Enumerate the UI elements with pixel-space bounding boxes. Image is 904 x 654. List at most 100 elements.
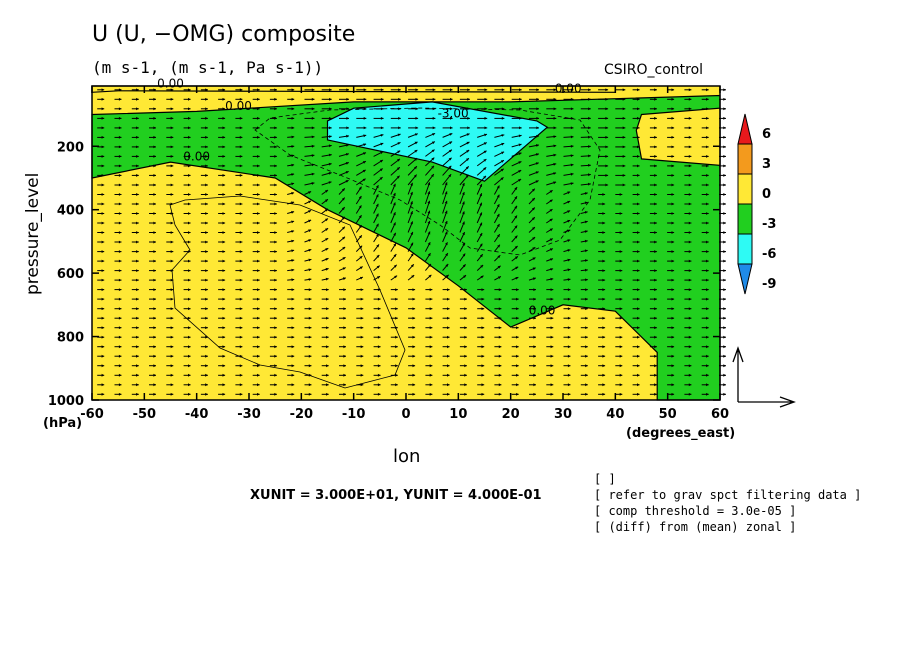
wind-vector-head xyxy=(342,226,345,230)
wind-vector-head xyxy=(239,345,243,349)
wind-vector-head xyxy=(343,354,346,358)
wind-vector-head xyxy=(688,116,692,120)
wind-vector-head xyxy=(291,88,295,92)
wind-vector-head xyxy=(464,383,467,387)
wind-vector-head xyxy=(308,191,312,194)
wind-vector-head xyxy=(188,145,191,149)
wind-vector-head xyxy=(605,155,609,158)
wind-vector-head xyxy=(222,212,226,215)
wind-vector-head xyxy=(325,267,329,271)
x-tick-label: -20 xyxy=(290,407,314,422)
wind-vector-head xyxy=(376,234,379,237)
x-tick-label: -10 xyxy=(342,407,366,422)
wind-vector-head xyxy=(274,193,277,196)
wind-vector-head xyxy=(688,107,692,111)
wind-vector-head xyxy=(205,259,208,263)
wind-vector-head xyxy=(723,288,726,292)
wind-vector-head xyxy=(671,202,675,206)
wind-vector-head xyxy=(308,268,312,272)
wind-vector-head xyxy=(533,307,536,311)
note-line: [ refer to grav spct filtering data ] xyxy=(594,488,862,502)
wind-vector-head xyxy=(410,242,413,246)
wind-vector-head xyxy=(602,307,606,311)
wind-vector-head xyxy=(101,221,105,225)
wind-vector-head xyxy=(567,229,571,233)
wind-vector-head xyxy=(257,116,260,120)
wind-vector-head xyxy=(274,297,277,301)
wind-vector-head xyxy=(343,335,346,339)
wind-vector-head xyxy=(688,354,692,358)
wind-vector-head xyxy=(343,345,346,349)
wind-vector-head xyxy=(363,107,367,111)
wind-vector-head xyxy=(274,174,277,177)
wind-vector-head xyxy=(412,392,416,396)
colorbar-segment xyxy=(737,113,753,145)
wind-vector-head xyxy=(688,145,692,149)
wind-vector-head xyxy=(153,231,156,234)
wind-vector-head xyxy=(343,307,346,311)
wind-vector-head xyxy=(706,240,709,244)
wind-vector-head xyxy=(501,116,505,120)
wind-vector-head xyxy=(359,235,362,239)
wind-vector-head xyxy=(377,354,381,358)
wind-vector-head xyxy=(118,145,122,149)
wind-vector-head xyxy=(358,186,362,190)
wind-vector-head xyxy=(188,231,191,234)
wind-vector-head xyxy=(222,164,226,168)
wind-vector-head xyxy=(153,164,156,168)
wind-vector-head xyxy=(308,354,312,358)
wind-vector-head xyxy=(622,164,626,168)
wind-vector-head xyxy=(498,345,502,349)
wind-vector-head xyxy=(291,135,295,139)
vector-field xyxy=(97,88,726,396)
wind-vector-head xyxy=(429,297,433,301)
wind-vector-head xyxy=(101,250,105,253)
wind-vector-head xyxy=(671,88,675,92)
wind-vector-head xyxy=(136,288,139,292)
wind-vector-head xyxy=(205,383,208,387)
wind-vector-head xyxy=(688,392,692,396)
wind-vector-head xyxy=(153,202,156,206)
wind-vector-head xyxy=(257,135,260,139)
wind-vector-head xyxy=(274,335,277,339)
wind-vector-head xyxy=(377,316,381,320)
wind-vector-head xyxy=(205,183,208,187)
wind-vector-head xyxy=(205,164,208,168)
note-line: [ comp threshold = 3.0e-05 ] xyxy=(594,504,797,518)
wind-vector-head xyxy=(377,326,381,330)
wind-vector-head xyxy=(654,326,657,330)
wind-vector-head xyxy=(153,383,156,387)
wind-vector-head xyxy=(136,250,139,253)
wind-vector-head xyxy=(380,88,384,92)
wind-vector-head xyxy=(153,174,156,177)
wind-vector-head xyxy=(326,364,329,368)
wind-vector-head xyxy=(602,392,606,396)
wind-vector-head xyxy=(429,307,433,311)
wind-vector-head xyxy=(654,269,657,272)
wind-vector-head xyxy=(497,244,500,248)
wind-vector-head xyxy=(654,288,657,292)
wind-vector-head xyxy=(462,211,465,215)
wind-vector-head xyxy=(153,145,156,149)
wind-vector-head xyxy=(118,231,122,234)
wind-vector-head xyxy=(431,174,434,178)
wind-vector-head xyxy=(222,183,226,187)
wind-vector-head xyxy=(170,202,174,206)
wind-vector-head xyxy=(671,278,675,282)
wind-vector-head xyxy=(449,141,453,145)
wind-vector-head xyxy=(363,143,367,147)
wind-vector-head xyxy=(101,354,105,358)
contour-label: 0.00 xyxy=(183,150,210,164)
wind-vector-head xyxy=(358,196,362,199)
wind-vector-head xyxy=(570,126,574,130)
wind-vector-head xyxy=(343,326,346,330)
wind-vector-head xyxy=(432,88,436,92)
wind-vector-head xyxy=(136,116,139,120)
wind-vector-head xyxy=(239,97,243,101)
wind-vector-head xyxy=(118,335,122,339)
wind-vector-head xyxy=(118,316,122,320)
wind-vector-head xyxy=(602,288,606,292)
wind-vector-head xyxy=(567,258,571,262)
wind-vector-head xyxy=(619,240,623,244)
wind-vector-head xyxy=(479,222,483,226)
